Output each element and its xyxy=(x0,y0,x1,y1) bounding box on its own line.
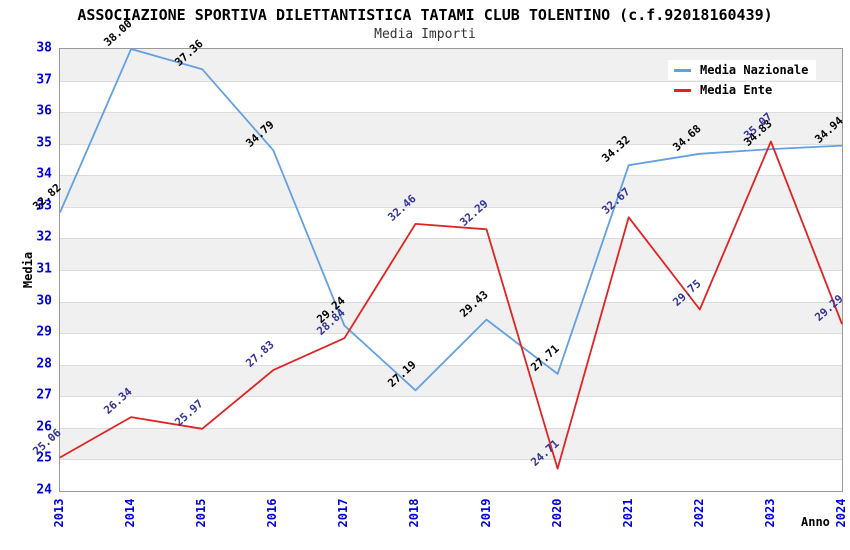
background-band xyxy=(60,206,842,239)
y-tick-label: 33 xyxy=(36,198,52,214)
legend-label: Media Ente xyxy=(700,83,773,97)
background-band xyxy=(60,396,842,428)
x-tick-label: 2021 xyxy=(620,498,635,528)
legend-line-swatch xyxy=(674,88,691,92)
x-tick-label: 2015 xyxy=(194,498,209,528)
y-tick-label: 38 xyxy=(36,40,52,56)
x-tick-label: 2014 xyxy=(123,498,138,528)
background-band xyxy=(60,427,842,460)
y-tick-label: 37 xyxy=(36,72,52,88)
x-axis-title: Anno xyxy=(801,515,830,529)
background-band xyxy=(60,112,842,144)
y-tick-label: 28 xyxy=(36,356,52,372)
gridline xyxy=(60,238,842,240)
plot-area xyxy=(59,48,843,492)
x-tick-label: 2024 xyxy=(834,498,848,528)
gridline xyxy=(60,301,842,303)
gridline xyxy=(60,396,842,398)
gridline xyxy=(60,175,842,177)
chart-title: ASSOCIAZIONE SPORTIVA DILETTANTISTICA TA… xyxy=(77,6,773,24)
x-tick-label: 2013 xyxy=(52,498,66,528)
gridline xyxy=(60,270,842,271)
legend-entry: Media Nazionale xyxy=(668,60,817,80)
background-band xyxy=(60,238,842,270)
chart-subtitle: Media Importi xyxy=(374,27,476,42)
x-tick-label: 2022 xyxy=(691,498,706,528)
y-tick-label: 24 xyxy=(36,482,52,498)
y-tick-label: 25 xyxy=(36,450,52,466)
legend-line-swatch xyxy=(674,68,691,72)
y-tick-label: 29 xyxy=(36,324,52,340)
y-tick-label: 30 xyxy=(36,293,52,309)
background-band xyxy=(60,364,842,397)
y-tick-label: 35 xyxy=(36,135,52,151)
background-band xyxy=(60,80,842,113)
background-band xyxy=(60,270,842,302)
background-band xyxy=(60,301,842,334)
gridline xyxy=(60,112,842,114)
gridline xyxy=(60,427,842,429)
background-band xyxy=(60,175,842,207)
x-tick-label: 2016 xyxy=(265,498,280,528)
series-line xyxy=(59,140,843,470)
x-tick-label: 2017 xyxy=(336,498,351,528)
x-tick-label: 2020 xyxy=(549,498,564,528)
y-tick-label: 32 xyxy=(36,229,52,245)
gridline xyxy=(60,143,842,145)
series-lines xyxy=(59,48,843,470)
legend-entry: Media Ente xyxy=(668,80,816,100)
y-tick-label: 36 xyxy=(36,103,52,119)
background-band xyxy=(60,333,842,365)
y-tick-label: 26 xyxy=(36,419,52,435)
background-band xyxy=(60,143,842,176)
series-line xyxy=(59,48,843,392)
x-tick-label: 2023 xyxy=(762,498,777,528)
gridline xyxy=(60,206,842,208)
gridline xyxy=(60,364,842,366)
legend: Media Nazionale Media Ente xyxy=(668,60,817,100)
y-tick-label: 31 xyxy=(36,261,52,277)
y-tick-label: 27 xyxy=(36,387,52,403)
legend-label: Media Nazionale xyxy=(700,63,809,77)
gridline xyxy=(60,459,842,461)
gridline xyxy=(60,80,842,82)
x-tick-label: 2019 xyxy=(478,498,493,528)
gridline xyxy=(60,333,842,335)
y-tick-label: 34 xyxy=(36,166,52,182)
x-tick-label: 2018 xyxy=(407,498,422,528)
background-band xyxy=(60,459,842,491)
